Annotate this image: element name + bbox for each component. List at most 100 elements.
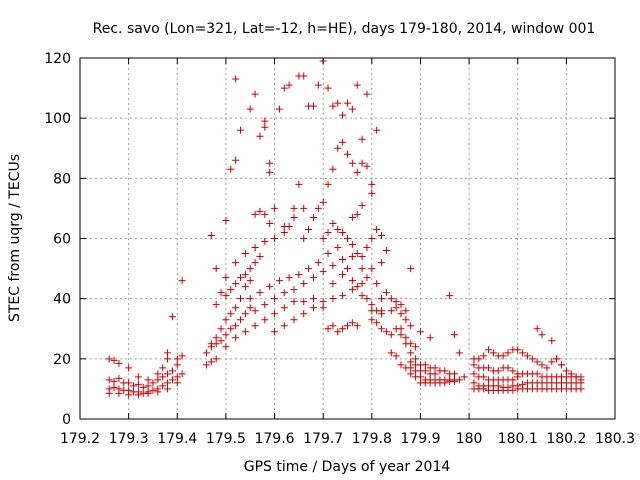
data-point	[202, 349, 210, 357]
data-point	[178, 277, 186, 285]
data-point	[246, 105, 254, 113]
y-tick-label: 80	[53, 171, 71, 187]
data-point	[470, 361, 478, 369]
data-point	[416, 373, 424, 381]
data-point	[159, 373, 167, 381]
data-point	[324, 228, 332, 236]
data-point	[241, 283, 249, 291]
data-point	[251, 210, 259, 218]
data-point	[324, 84, 332, 92]
data-point	[115, 374, 123, 382]
data-point	[373, 280, 381, 288]
data-point	[368, 235, 376, 242]
data-point	[324, 250, 332, 258]
x-tick-label: 180.3	[595, 431, 635, 447]
data-point	[232, 75, 240, 83]
data-point	[451, 377, 458, 385]
data-point	[202, 361, 210, 369]
data-point	[460, 373, 468, 381]
data-point	[139, 383, 147, 391]
x-tick-label: 180	[456, 431, 483, 447]
data-point	[295, 180, 303, 188]
data-point	[548, 337, 556, 345]
data-point	[378, 307, 386, 315]
data-point	[207, 343, 215, 351]
data-point	[246, 265, 254, 273]
data-point	[368, 316, 376, 324]
data-point	[271, 295, 279, 303]
data-point	[178, 352, 186, 360]
data-point	[353, 81, 361, 89]
data-point	[319, 198, 327, 206]
y-tick-label: 0	[62, 412, 71, 428]
data-point	[212, 301, 220, 309]
data-point	[261, 316, 269, 324]
data-point	[227, 310, 235, 318]
data-point	[280, 228, 288, 236]
data-point	[499, 352, 507, 360]
y-tick-label: 60	[53, 232, 71, 248]
data-point	[358, 253, 366, 261]
data-point	[149, 386, 157, 394]
data-point	[222, 216, 230, 224]
data-point	[134, 373, 142, 381]
data-point	[494, 367, 502, 375]
data-point	[280, 322, 288, 330]
data-point	[261, 117, 269, 125]
data-point	[392, 298, 400, 306]
data-point	[407, 364, 415, 372]
data-point	[339, 256, 347, 264]
data-point	[154, 370, 162, 378]
data-point	[339, 325, 347, 333]
data-point	[334, 244, 342, 252]
data-point	[402, 316, 410, 324]
data-point	[319, 298, 327, 306]
data-point	[125, 391, 133, 399]
data-point	[348, 213, 356, 221]
data-point	[241, 310, 249, 318]
data-point	[290, 298, 298, 306]
data-point	[480, 352, 488, 360]
data-point	[567, 370, 575, 378]
data-point	[378, 325, 386, 333]
data-point	[237, 295, 244, 303]
data-point	[266, 159, 274, 167]
data-point	[280, 84, 288, 92]
data-point	[480, 385, 488, 393]
data-point	[368, 301, 376, 309]
data-point	[397, 331, 405, 339]
data-point	[222, 274, 230, 282]
x-tick-label: 179.7	[303, 431, 343, 447]
data-point	[319, 304, 327, 312]
data-point	[392, 352, 400, 360]
data-point	[275, 105, 283, 113]
data-point	[382, 328, 390, 336]
data-point	[543, 364, 551, 372]
data-point	[368, 189, 376, 197]
data-point	[509, 367, 517, 375]
data-point	[309, 295, 317, 303]
data-points	[105, 57, 585, 399]
data-point	[455, 376, 463, 384]
data-point	[105, 355, 113, 363]
data-point	[358, 159, 366, 167]
data-point	[533, 370, 541, 378]
data-point	[261, 210, 269, 218]
data-point	[115, 359, 123, 367]
data-point	[217, 289, 225, 297]
data-point	[548, 358, 556, 366]
data-point	[300, 310, 308, 318]
x-tick-label: 179.4	[157, 431, 197, 447]
data-point	[353, 283, 361, 291]
data-point	[134, 391, 142, 399]
data-point	[378, 259, 386, 267]
data-point	[538, 361, 546, 369]
data-point	[402, 334, 410, 342]
data-point	[125, 379, 133, 387]
data-point	[489, 349, 497, 357]
data-point	[290, 286, 298, 294]
data-point	[110, 356, 118, 364]
data-point	[105, 376, 113, 384]
data-point	[334, 144, 342, 152]
data-point	[251, 244, 259, 252]
